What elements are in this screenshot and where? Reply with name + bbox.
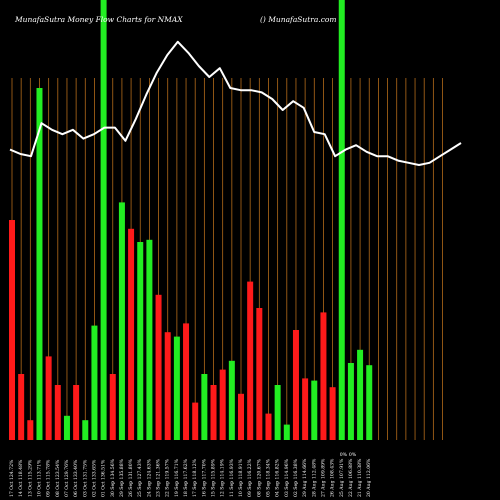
x-tick-label: 22 Aug 106.88% bbox=[348, 458, 354, 497]
chart-title: MunafaSutra Money Flow Charts for NMAX bbox=[15, 15, 183, 24]
x-tick-label: 06 Oct 133.40% bbox=[73, 459, 79, 497]
x-tick-label: 22 Sep 119.57% bbox=[165, 458, 171, 497]
zero-marker: 0% bbox=[340, 452, 348, 458]
x-tick-label: 03 Oct 131.75% bbox=[82, 459, 88, 497]
bar bbox=[347, 363, 354, 440]
bar bbox=[63, 415, 70, 440]
bar bbox=[9, 220, 15, 440]
price-line-layer bbox=[9, 40, 462, 166]
x-tick-label: 28 Aug 112.48% bbox=[311, 458, 317, 497]
x-tick-label: 07 Oct 129.76% bbox=[64, 459, 70, 497]
x-tick-label: 25 Sep 127.43% bbox=[137, 458, 143, 497]
x-tick-label: 17 Oct 124.72% bbox=[9, 459, 15, 497]
zero-markers: 0% 0% bbox=[340, 452, 357, 458]
bar bbox=[256, 308, 263, 440]
x-tick-label: 26 Sep 131.80% bbox=[128, 458, 134, 497]
bar bbox=[265, 413, 272, 440]
bar bbox=[91, 325, 98, 440]
x-tick-label: 18 Sep 117.62% bbox=[183, 458, 189, 497]
x-tick-label: 03 Sep 114.96% bbox=[284, 458, 290, 497]
bar bbox=[292, 330, 299, 440]
bar bbox=[137, 242, 144, 440]
x-tick-label: 13 Oct 115.29% bbox=[27, 459, 33, 497]
bar bbox=[164, 332, 171, 440]
bar bbox=[219, 369, 226, 440]
zero-marker: 0% bbox=[349, 452, 357, 458]
x-tick-label: 29 Sep 135.88% bbox=[119, 458, 125, 497]
bar bbox=[173, 336, 180, 440]
bars bbox=[9, 0, 373, 440]
x-tick-label: 08 Oct 123.54% bbox=[55, 459, 61, 497]
x-tick-label: 02 Sep 116.38% bbox=[293, 458, 299, 497]
bar bbox=[183, 323, 190, 440]
bar bbox=[109, 374, 116, 440]
bar bbox=[118, 202, 125, 440]
x-tick-label: 19 Sep 116.71% bbox=[174, 458, 180, 497]
x-tick-label: 04 Sep 116.82% bbox=[275, 458, 281, 497]
x-tick-label: 15 Sep 115.89% bbox=[211, 458, 217, 497]
x-tick-label: 14 Oct 118.48% bbox=[18, 459, 24, 497]
x-tick-label: 05 Sep 118.34% bbox=[265, 458, 271, 497]
x-tick-label: 01 Oct 136.51% bbox=[101, 459, 107, 497]
x-tick-label: 30 Sep 134.56% bbox=[110, 458, 116, 497]
x-tick-label: 24 Sep 124.63% bbox=[146, 458, 152, 497]
site-credit: () MunafaSutra.com bbox=[260, 15, 337, 24]
bar bbox=[311, 380, 318, 440]
bar bbox=[247, 281, 254, 440]
bar bbox=[201, 374, 208, 440]
bar bbox=[357, 349, 364, 440]
x-tick-labels: 17 Oct 124.72% 14 Oct 118.48% 13 Oct 115.2… bbox=[9, 458, 372, 497]
x-tick-label: 27 Aug 109.89% bbox=[320, 458, 326, 497]
x-tick-label: 26 Aug 108.43% bbox=[330, 458, 336, 497]
bar bbox=[73, 385, 80, 440]
bar bbox=[128, 228, 135, 440]
bar bbox=[210, 385, 217, 440]
bar bbox=[36, 88, 43, 440]
x-tick-label: 09 Oct 115.78% bbox=[46, 459, 52, 497]
x-tick-label: 17 Sep 118.12% bbox=[192, 458, 198, 497]
bar bbox=[45, 356, 52, 440]
bar bbox=[228, 360, 235, 440]
bar bbox=[366, 365, 373, 440]
x-tick-label: 10 Oct 113.71% bbox=[36, 459, 42, 497]
x-tick-label: 21 Aug 110.38% bbox=[357, 458, 363, 497]
bar bbox=[320, 312, 327, 440]
bar bbox=[238, 393, 244, 440]
x-tick-label: 11 Sep 116.93% bbox=[229, 458, 235, 497]
x-tick-label: 25 Aug 107.91% bbox=[339, 458, 345, 497]
bar bbox=[338, 0, 345, 440]
x-tick-label: 20 Aug 112.06% bbox=[366, 458, 372, 497]
x-tick-label: 08 Sep 120.67% bbox=[256, 458, 262, 497]
bar bbox=[18, 374, 25, 440]
bar bbox=[302, 378, 309, 440]
bar bbox=[329, 387, 336, 440]
price-line bbox=[9, 40, 462, 166]
x-tick-label: 09 Sep 116.22% bbox=[247, 458, 253, 497]
bar bbox=[192, 402, 199, 440]
x-tick-label: 12 Sep 114.19% bbox=[220, 458, 226, 497]
x-tick-label: 10 Sep 118.91% bbox=[238, 458, 244, 497]
bar bbox=[155, 294, 162, 440]
bar bbox=[54, 385, 61, 440]
bar bbox=[27, 420, 34, 440]
bar bbox=[82, 420, 89, 440]
x-tick-label: 02 Oct 133.65% bbox=[91, 459, 97, 497]
x-tick-label: 16 Sep 117.70% bbox=[201, 458, 207, 497]
x-tick-label: 23 Sep 121.36% bbox=[156, 458, 162, 497]
bar bbox=[274, 385, 281, 440]
bar bbox=[100, 0, 107, 440]
bar bbox=[283, 424, 290, 440]
bar bbox=[146, 239, 153, 440]
x-tick-label: 29 Aug 114.66% bbox=[302, 458, 308, 497]
